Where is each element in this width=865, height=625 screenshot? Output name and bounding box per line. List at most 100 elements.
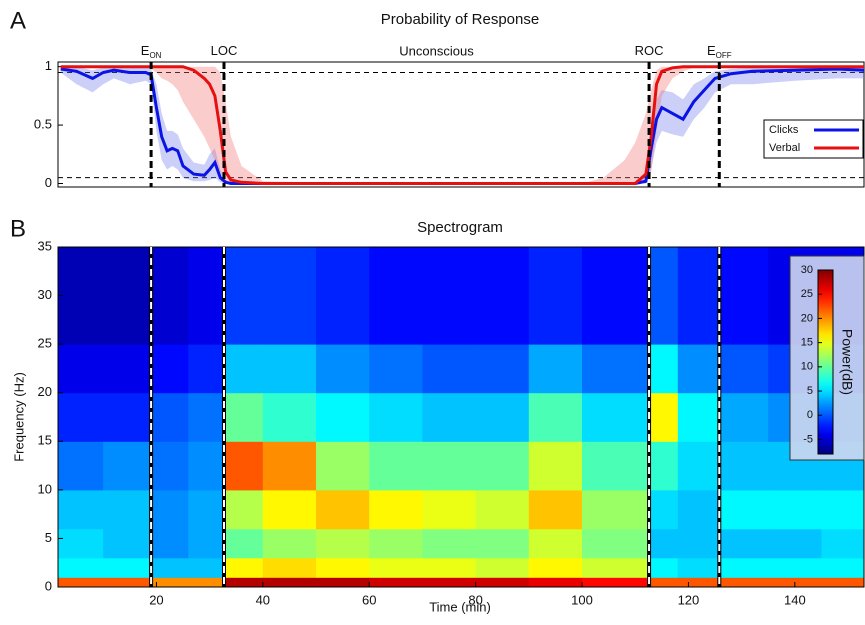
colorbar-tick-label: 30: [801, 264, 813, 276]
heatmap-cell: [369, 344, 423, 394]
colorbar-tick-label: 10: [801, 361, 813, 373]
heatmap-cell: [316, 489, 370, 530]
heatmap-cell: [151, 528, 189, 559]
y-axis-label: Frequency (Hz): [11, 372, 26, 462]
heatmap-cell: [528, 441, 583, 491]
heatmap-cell: [151, 247, 189, 345]
heatmap-cell: [528, 577, 583, 588]
y-tick-label: 0.5: [34, 117, 52, 132]
y-tick-label: 5: [45, 530, 52, 545]
heatmap-cell: [475, 392, 530, 442]
event-label: EON: [141, 43, 162, 60]
heatmap-cell: [768, 489, 822, 530]
heatmap-cell: [582, 489, 650, 530]
heatmap-cell: [224, 489, 264, 530]
event-label-main: E: [707, 43, 716, 58]
heatmap-cell: [151, 441, 189, 491]
y-tick-label: 30: [38, 287, 52, 302]
heatmap-cell: [719, 344, 769, 394]
heatmap-cell: [582, 392, 650, 442]
colorbar-tick-label: 15: [801, 337, 813, 349]
heatmap-cell: [475, 441, 530, 491]
heatmap-cell: [475, 577, 530, 588]
heatmap-cell: [528, 557, 583, 578]
heatmap-cell: [677, 489, 720, 530]
heatmap-cell: [649, 441, 679, 491]
heatmap-cell: [369, 441, 423, 491]
heatmap-cell: [768, 557, 822, 578]
heatmap-cell: [188, 577, 225, 588]
heatmap-cell: [475, 247, 530, 345]
heatmap-cell: [188, 489, 225, 530]
x-tick-label: 100: [571, 592, 593, 607]
panel-label: A: [10, 7, 26, 34]
heatmap-cell: [649, 344, 679, 394]
heatmap-cell: [821, 489, 865, 530]
y-tick-label: 15: [38, 433, 52, 448]
heatmap-cell: [316, 392, 370, 442]
heatmap-cell: [58, 489, 104, 530]
heatmap-cell: [719, 247, 769, 345]
heatmap-cell: [188, 528, 225, 559]
heatmap-cell: [422, 247, 477, 345]
x-tick-label: 40: [256, 592, 270, 607]
heatmap-cell: [677, 441, 720, 491]
heatmap-cell: [649, 489, 679, 530]
event-label-main: ROC: [635, 43, 664, 58]
heatmap-cell: [719, 489, 769, 530]
x-tick-label: 60: [362, 592, 376, 607]
heatmap-cell: [719, 392, 769, 442]
heatmap-cell: [262, 489, 317, 530]
y-tick-label: 35: [38, 238, 52, 253]
heatmap-cell: [649, 247, 679, 345]
plot-area: [57, 61, 865, 188]
heatmap-cell: [369, 577, 423, 588]
heatmap-cell: [103, 392, 152, 442]
y-tick-label: 20: [38, 384, 52, 399]
heatmap-cell: [151, 392, 189, 442]
event-label-main: E: [141, 43, 150, 58]
heatmap-cell: [528, 528, 583, 559]
heatmap-cell: [188, 344, 225, 394]
heatmap-cell: [475, 557, 530, 578]
heatmap-cell: [151, 557, 189, 578]
heatmap-cell: [316, 577, 370, 588]
heatmap-cell: [188, 441, 225, 491]
heatmap-cell: [103, 441, 152, 491]
heatmap-cell: [316, 247, 370, 345]
heatmap-cell: [422, 557, 477, 578]
event-label: ROC: [635, 43, 664, 58]
heatmap-cell: [369, 528, 423, 559]
heatmap-cell: [422, 528, 477, 559]
heatmap-cell: [58, 577, 104, 588]
heatmap-cell: [422, 577, 477, 588]
heatmap-cell: [224, 528, 264, 559]
heatmap-cell: [582, 528, 650, 559]
x-tick-label: 20: [149, 592, 163, 607]
event-label-sub: ON: [149, 51, 161, 60]
y-tick-label: 0: [45, 175, 52, 190]
heatmap-cell: [528, 392, 583, 442]
heatmap-cell: [422, 344, 477, 394]
colorbar-tick-label: 0: [807, 409, 813, 421]
heatmap-cell: [369, 489, 423, 530]
heatmap-cell: [649, 577, 679, 588]
x-tick-label: 140: [784, 592, 806, 607]
y-tick-label: 0: [45, 578, 52, 593]
heatmap-cell: [58, 528, 104, 559]
heatmap-cell: [58, 557, 104, 578]
confidence-band: [60, 66, 864, 184]
heatmap-cell: [719, 557, 769, 578]
heatmap-cell: [262, 344, 317, 394]
y-tick-label: 1: [45, 58, 52, 73]
heatmap-cell: [677, 344, 720, 394]
panel-label: B: [10, 215, 26, 242]
heatmap-cell: [582, 441, 650, 491]
heatmap-cell: [224, 344, 264, 394]
heatmap-cell: [188, 557, 225, 578]
heatmap-cell: [151, 489, 189, 530]
heatmap-cell: [677, 247, 720, 345]
heatmap-cell: [58, 344, 104, 394]
heatmap-cell: [188, 247, 225, 345]
